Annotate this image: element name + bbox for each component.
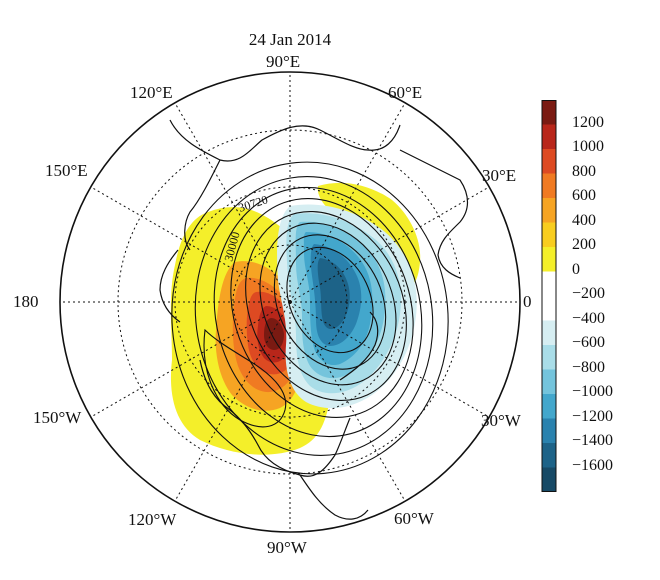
colorbar-label: 200: [572, 236, 596, 253]
lon-label-90w: 90°W: [267, 538, 307, 557]
colorbar-segment: [542, 271, 556, 297]
colorbar-label: 800: [572, 162, 596, 180]
colorbar-segment: [542, 149, 556, 174]
colorbar: [541, 100, 557, 492]
north-america-coastline: [199, 359, 351, 477]
colorbar-segment: [542, 443, 556, 468]
negative-anomaly-1200: [317, 258, 350, 330]
colorbar-label: −1000: [572, 383, 614, 400]
lon-label-150w: 150°W: [33, 408, 82, 427]
colorbar-segment: [542, 467, 556, 492]
colorbar-label: −1400: [572, 432, 614, 449]
colorbar-label: 0: [572, 260, 580, 278]
colorbar-segment: [542, 198, 556, 223]
figure-title: 24 Jan 2014: [248, 30, 332, 49]
greenland-coastline: [339, 311, 379, 381]
colorbar-segment: [542, 418, 556, 444]
lon-label-30w: 30°W: [481, 411, 521, 430]
colorbar-segment: [542, 100, 556, 125]
colorbar-segment: [542, 296, 556, 321]
colorbar-segment: [542, 124, 556, 150]
colorbar-segment: [542, 222, 556, 248]
colorbar-label: −600: [572, 334, 606, 351]
colorbar-segment: [542, 320, 556, 346]
colorbar-segment: [542, 173, 556, 199]
colorbar-border: [541, 100, 557, 492]
lon-label-90e: 90°E: [266, 52, 301, 71]
lon-label-150e: 150°E: [45, 161, 88, 180]
colorbar-label: −200: [572, 285, 606, 302]
central-america-coastline: [299, 474, 369, 520]
lon-label-30e: 30°E: [482, 166, 517, 185]
colorbar-segment: [542, 394, 556, 419]
lon-label-120w: 120°W: [128, 510, 177, 529]
lon-label-60w: 60°W: [394, 509, 434, 528]
colorbar-label: 400: [572, 211, 596, 229]
colorbar-segment: [542, 247, 556, 272]
lon-label-120e: 120°E: [130, 83, 173, 102]
colorbar-segment: [542, 345, 556, 370]
colorbar-label: 1200: [572, 113, 604, 131]
colorbar-label: −1200: [572, 407, 614, 425]
lon-label-60e: 60°E: [388, 83, 423, 102]
colorbar-label: −1600: [572, 456, 614, 474]
colorbar-label: −400: [572, 309, 606, 327]
alaska-coastline: [159, 249, 181, 323]
positive-anomaly-1200: [264, 318, 284, 350]
colorbar-label: 1000: [572, 138, 604, 155]
europe-coastline: [399, 149, 469, 279]
colorbar-label: 600: [572, 187, 596, 204]
polar-map: 30720 30000: [59, 71, 521, 533]
asia-coastline: [169, 119, 401, 251]
map-boundary: [59, 71, 521, 533]
colorbar-label: −800: [572, 358, 606, 376]
lon-label-180: 180: [13, 292, 39, 311]
colorbar-segment: [542, 369, 556, 395]
lon-label-0: 0: [523, 292, 532, 311]
